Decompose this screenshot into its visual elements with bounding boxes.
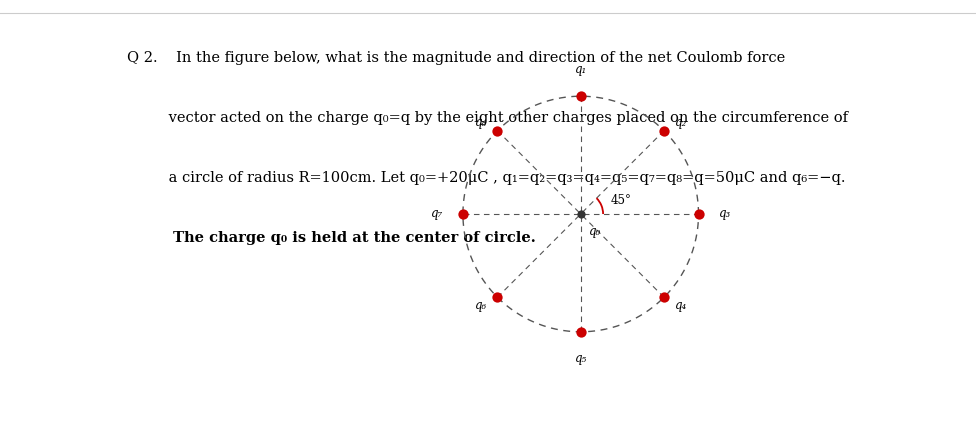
Point: [490, 127, 506, 134]
Text: The charge q₀ is held at the center of circle.: The charge q₀ is held at the center of c…: [127, 231, 536, 245]
Point: [455, 211, 470, 217]
Text: vector acted on the charge q₀=q by the eight other charges placed on the circumf: vector acted on the charge q₀=q by the e…: [127, 111, 848, 125]
Text: q₄: q₄: [674, 299, 687, 312]
Text: q₈: q₈: [474, 116, 487, 129]
Text: a circle of radius R=100cm. Let q₀=+20μC , q₁=q₂=q₃=q₄=q₅=q₇=q₈=q=50μC and q₆=−q: a circle of radius R=100cm. Let q₀=+20μC…: [127, 171, 845, 185]
Point: [656, 127, 671, 134]
Text: 45°: 45°: [610, 194, 631, 207]
Text: q₇: q₇: [430, 208, 443, 220]
Text: q₂: q₂: [674, 116, 687, 129]
Text: q₀: q₀: [589, 225, 601, 238]
Text: Q 2.    In the figure below, what is the magnitude and direction of the net Coul: Q 2. In the figure below, what is the ma…: [127, 51, 785, 65]
Text: q₅: q₅: [575, 352, 587, 365]
Point: [573, 211, 589, 217]
Text: q₆: q₆: [474, 299, 487, 312]
Point: [573, 93, 589, 100]
Text: q₃: q₃: [718, 208, 731, 220]
Text: q₁: q₁: [575, 63, 587, 76]
Point: [573, 328, 589, 335]
Point: [656, 294, 671, 301]
Point: [490, 294, 506, 301]
Point: [691, 211, 707, 217]
